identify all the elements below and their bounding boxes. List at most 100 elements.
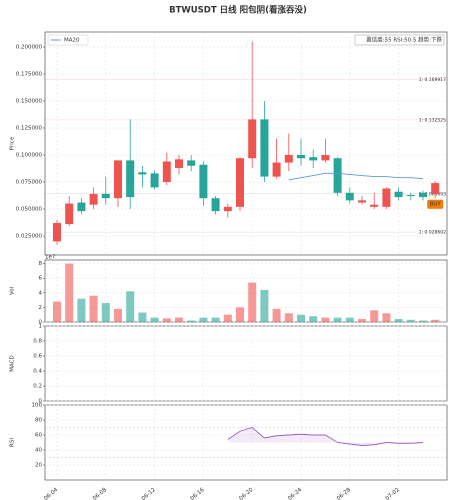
panel-frame bbox=[44, 31, 448, 256]
y-tick-label: 1 bbox=[39, 324, 43, 330]
volume-bar bbox=[321, 317, 330, 322]
candle-body bbox=[211, 198, 220, 212]
x-tick-label: 06-04 bbox=[43, 487, 59, 500]
volume-bar bbox=[162, 318, 171, 322]
candle-body bbox=[394, 191, 403, 198]
y-tick-label: 0.125000 bbox=[16, 126, 43, 132]
volume-bar bbox=[126, 291, 135, 322]
candle-body bbox=[272, 162, 281, 177]
legend-box bbox=[47, 34, 89, 46]
candle-body bbox=[114, 160, 122, 199]
candle-body bbox=[236, 158, 244, 207]
panel-frame bbox=[44, 325, 448, 402]
x-tick-label: 06-24 bbox=[287, 487, 303, 500]
info-text: 置信度:55 RSI:50.5 趋势:下跌 bbox=[366, 36, 442, 44]
volume-bar bbox=[382, 313, 391, 322]
volume-bar bbox=[309, 316, 318, 322]
y-axis-label: MACD bbox=[10, 355, 16, 372]
volume-bar bbox=[248, 282, 257, 322]
x-tick-label: 06-28 bbox=[336, 487, 352, 500]
candle-body bbox=[382, 188, 391, 207]
rsi-fill bbox=[227, 427, 423, 446]
y-tick-label: 6 bbox=[39, 276, 43, 282]
y-tick-label: 100 bbox=[32, 403, 43, 409]
y-tick-label: 0.050000 bbox=[16, 206, 43, 212]
y-tick-label: 0.075000 bbox=[16, 179, 43, 185]
x-tick-label: 06-20 bbox=[238, 487, 254, 500]
candle-body bbox=[175, 159, 183, 168]
candle-body bbox=[126, 160, 135, 198]
candle-body bbox=[297, 155, 305, 159]
volume-bar bbox=[297, 314, 305, 322]
candle-body bbox=[101, 193, 110, 199]
candle-body bbox=[187, 160, 196, 166]
volume-bar bbox=[236, 307, 244, 322]
level-label: 1: 0.028602 bbox=[419, 230, 446, 236]
candle-body bbox=[53, 223, 61, 242]
y-tick-label: 0.100000 bbox=[16, 153, 43, 159]
candle-body bbox=[77, 202, 86, 212]
y-tick-label: 40 bbox=[35, 448, 42, 454]
x-tick-label: 06-16 bbox=[190, 487, 206, 500]
volume-bar bbox=[114, 308, 122, 322]
signal-label: BUY bbox=[430, 202, 442, 208]
candle-body bbox=[248, 119, 257, 159]
volume-bar bbox=[199, 317, 208, 322]
chart-title: BTWUSDT 日线 阳包阴(看涨吞没) bbox=[169, 5, 307, 16]
volume-bar bbox=[211, 317, 220, 322]
y-tick-label: 2 bbox=[39, 305, 43, 311]
x-tick-label: 07-02 bbox=[385, 487, 401, 500]
candle-body bbox=[321, 155, 330, 161]
x-tick-label: 06-08 bbox=[92, 487, 108, 500]
volume-bar bbox=[284, 313, 293, 322]
level-label: 1: 0.169917 bbox=[419, 77, 446, 83]
y-tick-label: 60 bbox=[35, 433, 42, 439]
candle-body bbox=[89, 193, 98, 205]
rsi-line bbox=[227, 426, 424, 446]
info-box bbox=[354, 34, 445, 46]
candle-body bbox=[309, 157, 318, 161]
volume-bar bbox=[175, 317, 183, 322]
volume-bar bbox=[333, 317, 342, 322]
volume-bar bbox=[272, 308, 281, 322]
ma-line bbox=[288, 172, 424, 181]
level-label: 1: 0.132525 bbox=[419, 117, 446, 123]
volume-bar bbox=[223, 314, 232, 322]
y-tick-label: 0.8 bbox=[33, 339, 42, 345]
candle-body bbox=[223, 206, 232, 212]
x-tick-label: 06-12 bbox=[141, 487, 157, 500]
scale-label: 1e7 bbox=[45, 255, 56, 261]
volume-bar bbox=[419, 320, 427, 322]
y-axis-label: RSI bbox=[10, 438, 16, 447]
y-tick-label: 0 bbox=[39, 399, 43, 405]
candle-body bbox=[65, 203, 74, 225]
candle-body bbox=[138, 172, 147, 175]
volume-bar bbox=[431, 319, 440, 322]
y-tick-label: 4 bbox=[39, 290, 43, 296]
y-tick-label: 0.2 bbox=[33, 384, 42, 390]
y-axis-label: Price bbox=[10, 136, 16, 150]
signal-box bbox=[427, 199, 444, 209]
y-tick-label: 0.175000 bbox=[16, 72, 43, 78]
y-tick-label: 80 bbox=[35, 418, 42, 424]
candle-body bbox=[199, 164, 208, 199]
candle-body bbox=[370, 204, 379, 207]
candle-body bbox=[284, 155, 293, 163]
volume-bar bbox=[65, 263, 74, 322]
volume-bar bbox=[150, 317, 159, 322]
y-tick-label: 0.200000 bbox=[16, 45, 43, 51]
volume-bar bbox=[77, 298, 86, 322]
y-tick-label: 0.6 bbox=[33, 354, 42, 360]
volume-bar bbox=[345, 317, 354, 322]
y-tick-label: 20 bbox=[35, 463, 42, 469]
volume-bar bbox=[53, 301, 61, 322]
volume-bar bbox=[89, 295, 98, 322]
y-tick-label: 0.150000 bbox=[16, 99, 43, 105]
y-tick-label: 8 bbox=[39, 261, 43, 267]
candle-body bbox=[162, 161, 171, 182]
volume-bar bbox=[370, 310, 379, 322]
volume-bar bbox=[394, 319, 403, 322]
volume-bar bbox=[406, 319, 415, 322]
